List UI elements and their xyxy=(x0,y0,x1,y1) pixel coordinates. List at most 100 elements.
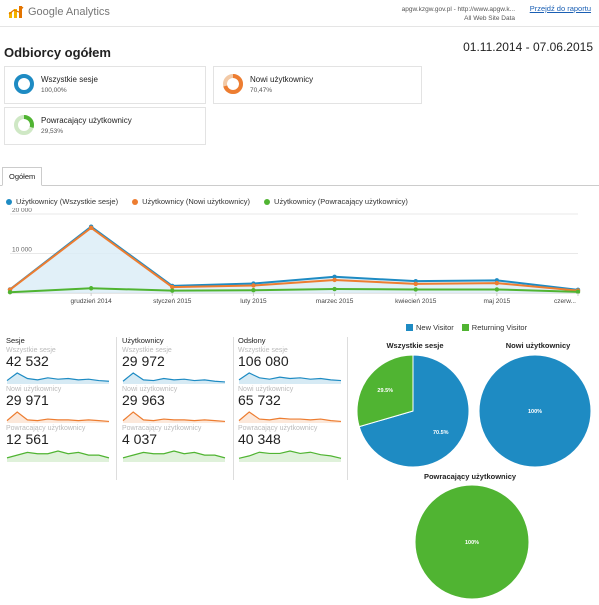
segment-name: Nowi użytkownicy xyxy=(250,75,314,84)
sparkline xyxy=(6,411,110,423)
segment-ring-icon xyxy=(14,74,34,94)
metric-block: Powracający użytkownicy 40 348 xyxy=(238,425,350,464)
data-point[interactable] xyxy=(251,288,256,293)
legend-item-returning-users[interactable]: Użytkownicy (Powracający użytkownicy) xyxy=(264,197,408,206)
sparkline-line xyxy=(6,372,110,382)
sparkline-area xyxy=(123,412,225,423)
metric-block: Powracający użytkownicy 4 037 xyxy=(122,425,234,464)
sparkline-area xyxy=(239,412,341,423)
legend-dot-icon xyxy=(132,198,139,205)
segment-percent: 70,47% xyxy=(250,87,273,94)
legend-label: Użytkownicy (Wszystkie sesje) xyxy=(16,197,119,206)
x-tick-label: luty 2015 xyxy=(240,298,267,305)
data-point[interactable] xyxy=(575,289,581,295)
pie-title-new-users: Nowi użytkownicy xyxy=(505,341,571,350)
metric-segment-label: Nowi użytkownicy xyxy=(6,386,62,393)
x-tick-label: czerw... xyxy=(554,298,576,305)
sparkline-line xyxy=(6,450,110,459)
tab-overview[interactable]: Ogółem xyxy=(2,167,43,186)
pie-slice-returning-visitor[interactable] xyxy=(414,484,530,600)
series-line-new-users xyxy=(9,226,579,292)
legend-label: Użytkownicy (Powracający użytkownicy) xyxy=(274,197,408,206)
pie-slice-returning-visitor[interactable] xyxy=(356,354,414,428)
legend-dot-icon xyxy=(6,198,12,205)
metric-header: Odsłony xyxy=(238,336,266,345)
metric-block: Nowi użytkownicy 65 732 xyxy=(238,386,350,425)
metric-column-users: Użytkownicy Wszystkie sesje 29 972 Nowi uży… xyxy=(122,336,234,464)
segment-ring-icon xyxy=(223,74,243,94)
sparkline-line xyxy=(238,372,342,382)
tab-bar: Ogółem xyxy=(0,164,599,186)
go-to-report-link[interactable]: Przejdź do raportu xyxy=(529,4,591,13)
column-divider xyxy=(116,337,117,480)
pie-legend-item-returning-visitor[interactable]: Returning Visitor xyxy=(461,323,528,332)
pie-legend-item-new-visitor[interactable]: New Visitor xyxy=(406,323,454,332)
y-tick-label: 10 000 xyxy=(12,247,32,254)
pie-slice-new-visitor[interactable] xyxy=(478,354,592,468)
metric-block: Nowi użytkownicy 29 963 xyxy=(122,386,234,425)
pie-slice-label: 100% xyxy=(465,540,479,546)
logo-text: Google Analytics xyxy=(28,6,110,18)
pie-slice-new-visitor[interactable] xyxy=(358,354,470,468)
metric-segment-label: Nowi użytkownicy xyxy=(122,386,178,393)
pie-chart-returning-users: 100% xyxy=(414,484,530,600)
data-point[interactable] xyxy=(494,287,500,292)
metric-value: 42 532 xyxy=(6,353,49,369)
data-point[interactable] xyxy=(7,290,13,295)
x-tick-label: maj 2015 xyxy=(483,298,510,305)
metric-segment-label: Nowi użytkownicy xyxy=(238,386,294,393)
legend-item-new-users[interactable]: Użytkownicy (Nowi użytkownicy) xyxy=(132,197,250,206)
segment-card-new-users[interactable]: Nowi użytkownicy 70,47% xyxy=(213,66,422,104)
x-tick-label: marzec 2015 xyxy=(316,298,354,305)
data-point[interactable] xyxy=(332,286,337,292)
pie-title-all-sessions: Wszystkie sesje xyxy=(386,341,444,350)
data-point[interactable] xyxy=(413,281,418,287)
data-point[interactable] xyxy=(332,277,337,283)
pie-chart-all-sessions: 70.5% 29.5% xyxy=(356,354,470,468)
data-point[interactable] xyxy=(251,283,256,288)
sparkline xyxy=(6,372,110,384)
sparkline-line xyxy=(238,411,342,423)
sparkline-line xyxy=(6,411,110,423)
pie-legend-label: Returning Visitor xyxy=(471,323,528,332)
data-point[interactable] xyxy=(88,225,94,231)
legend-item-all-sessions[interactable]: Użytkownicy (Wszystkie sesje) xyxy=(6,197,118,206)
segment-card-returning-users[interactable]: Powracający użytkownicy 29,53% xyxy=(4,107,206,145)
sparkline-area xyxy=(123,451,225,462)
data-point[interactable] xyxy=(332,274,337,280)
page-title: Odbiorcy ogółem xyxy=(4,45,111,60)
sparkline-line xyxy=(122,372,226,383)
metric-header: Użytkownicy xyxy=(122,336,164,345)
analytics-logo-icon xyxy=(8,6,24,18)
data-point[interactable] xyxy=(413,287,418,292)
site-url: apgw.kzgw.gov.pl - http://www.apgw.k... xyxy=(401,6,515,13)
column-divider xyxy=(233,337,234,480)
date-range[interactable]: 01.11.2014 - 07.06.2015 xyxy=(463,40,593,54)
legend-dot-icon xyxy=(264,198,271,205)
y-tick-label: 20 000 xyxy=(12,208,32,214)
data-point[interactable] xyxy=(170,284,175,290)
metric-column-pageviews: Odsłony Wszystkie sesje 106 080 Nowi użytko… xyxy=(238,336,350,464)
sparkline xyxy=(122,411,226,423)
metric-block: Powracający użytkownicy 12 561 xyxy=(6,425,118,464)
series-line-returning-users xyxy=(9,287,579,294)
pie-slice-label: 29.5% xyxy=(377,388,393,394)
x-tick-label: kwiecień 2015 xyxy=(395,298,437,305)
legend-swatch-icon xyxy=(461,324,469,331)
data-point[interactable] xyxy=(170,288,175,293)
segment-name: Wszystkie sesje xyxy=(41,75,98,84)
pie-slice-label: 70.5% xyxy=(433,430,449,436)
site-info: apgw.kzgw.gov.pl - http://www.apgw.k... … xyxy=(402,5,515,23)
sparkline xyxy=(238,411,342,423)
sparkline-area xyxy=(7,412,109,423)
data-point[interactable] xyxy=(88,286,94,291)
metric-value: 29 972 xyxy=(122,353,165,369)
sparkline-line xyxy=(122,411,226,423)
data-point[interactable] xyxy=(494,280,500,286)
legend-swatch-icon xyxy=(406,324,413,331)
sparkline-area xyxy=(123,373,225,384)
sparkline xyxy=(238,450,342,462)
top-bar: Google Analytics apgw.kzgw.gov.pl - http… xyxy=(0,0,599,27)
pie-title-returning-users: Powracający użytkownicy xyxy=(423,472,517,481)
segment-card-all-sessions[interactable]: Wszystkie sesje 100,00% xyxy=(4,66,206,104)
